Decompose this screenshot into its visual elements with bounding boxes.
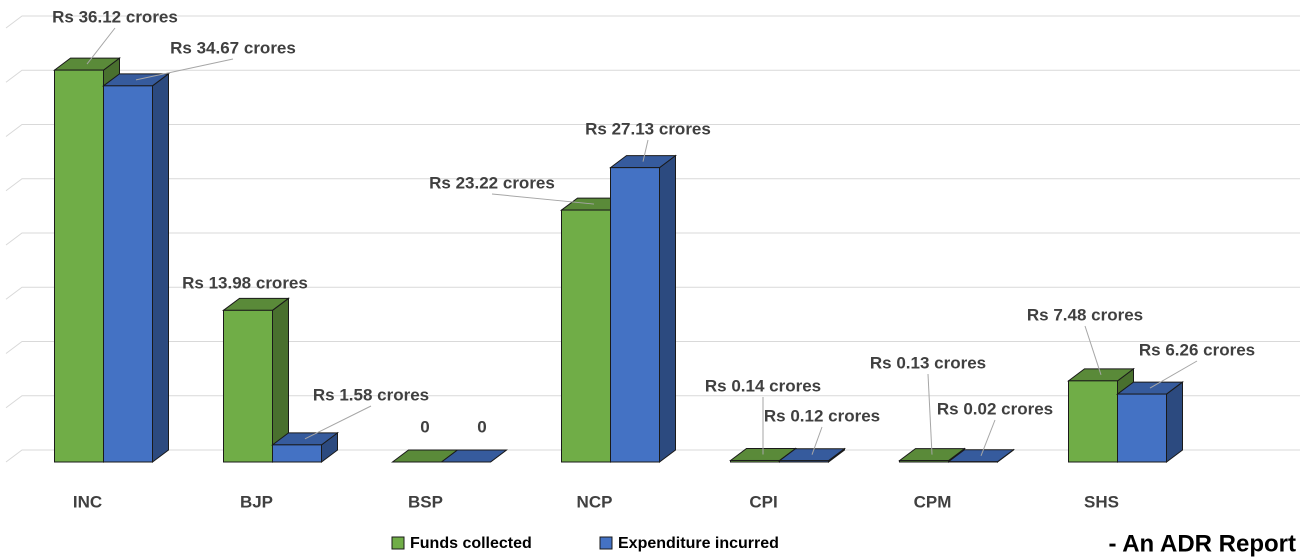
bar-top [440, 449, 508, 463]
leader-line [927, 373, 933, 455]
bar-front [610, 167, 660, 463]
value-label: Rs 36.12 crores [52, 7, 178, 26]
leader-line [642, 139, 649, 162]
x-tick-label: INC [73, 492, 102, 511]
legend-swatch [391, 536, 405, 550]
bar-side [659, 154, 676, 463]
leader-line [86, 27, 116, 65]
leader-line [811, 426, 823, 455]
bar [1116, 381, 1184, 463]
value-label: Rs 0.13 crores [870, 353, 986, 372]
value-label: 0 [477, 417, 486, 436]
value-label: Rs 1.58 crores [313, 385, 429, 404]
value-label: Rs 0.02 crores [937, 399, 1053, 418]
value-label: 0 [420, 417, 429, 436]
legend-swatch [599, 536, 613, 550]
value-label: Rs 13.98 crores [182, 273, 308, 292]
leader-line [980, 419, 996, 456]
x-tick-label: CPI [749, 492, 777, 511]
bar-front [1117, 393, 1167, 463]
value-label: Rs 0.14 crores [705, 376, 821, 395]
leader-line [491, 193, 595, 205]
bar-front [103, 85, 153, 463]
leader-line [1149, 360, 1198, 389]
grid-line [5, 178, 1300, 192]
value-label: Rs 0.12 crores [764, 406, 880, 425]
grid-line [5, 395, 1300, 409]
grid-line [5, 286, 1300, 300]
value-label: Rs 34.67 crores [170, 38, 296, 57]
bar [778, 447, 846, 463]
bar-front [899, 460, 949, 463]
bar-front [223, 309, 273, 463]
x-tick-label: NCP [577, 492, 613, 511]
source-note: - An ADR Report [1108, 530, 1296, 557]
grid-line [5, 69, 1300, 83]
bar-side [152, 72, 169, 463]
grid-line [5, 449, 1300, 463]
value-label: Rs 27.13 crores [585, 119, 711, 138]
bar-front [54, 69, 104, 463]
value-label: Rs 6.26 crores [1139, 340, 1255, 359]
x-tick-label: BSP [408, 492, 443, 511]
x-tick-label: BJP [240, 492, 273, 511]
legend-label: Expenditure incurred [618, 535, 779, 552]
bar [440, 449, 508, 463]
legend-label: Funds collected [410, 535, 532, 552]
bar-front [272, 444, 322, 463]
x-tick-label: CPM [914, 492, 952, 511]
bar [222, 297, 290, 463]
value-label: Rs 7.48 crores [1027, 305, 1143, 324]
bar [609, 154, 677, 463]
leader-line [1084, 325, 1102, 375]
bar [271, 431, 339, 463]
bar-front [561, 209, 611, 463]
leader-line [135, 58, 234, 81]
bar [102, 72, 170, 463]
grid-line [5, 124, 1300, 137]
grid-line [5, 15, 1300, 29]
bar-front [779, 460, 829, 463]
grid-line [5, 232, 1300, 246]
bar-front [1068, 380, 1118, 463]
grid-line [5, 341, 1300, 354]
value-label: Rs 23.22 crores [429, 173, 555, 192]
bar-side [1166, 381, 1183, 463]
bar-front [730, 459, 780, 463]
leader-line [304, 405, 372, 440]
x-tick-label: SHS [1084, 492, 1119, 511]
